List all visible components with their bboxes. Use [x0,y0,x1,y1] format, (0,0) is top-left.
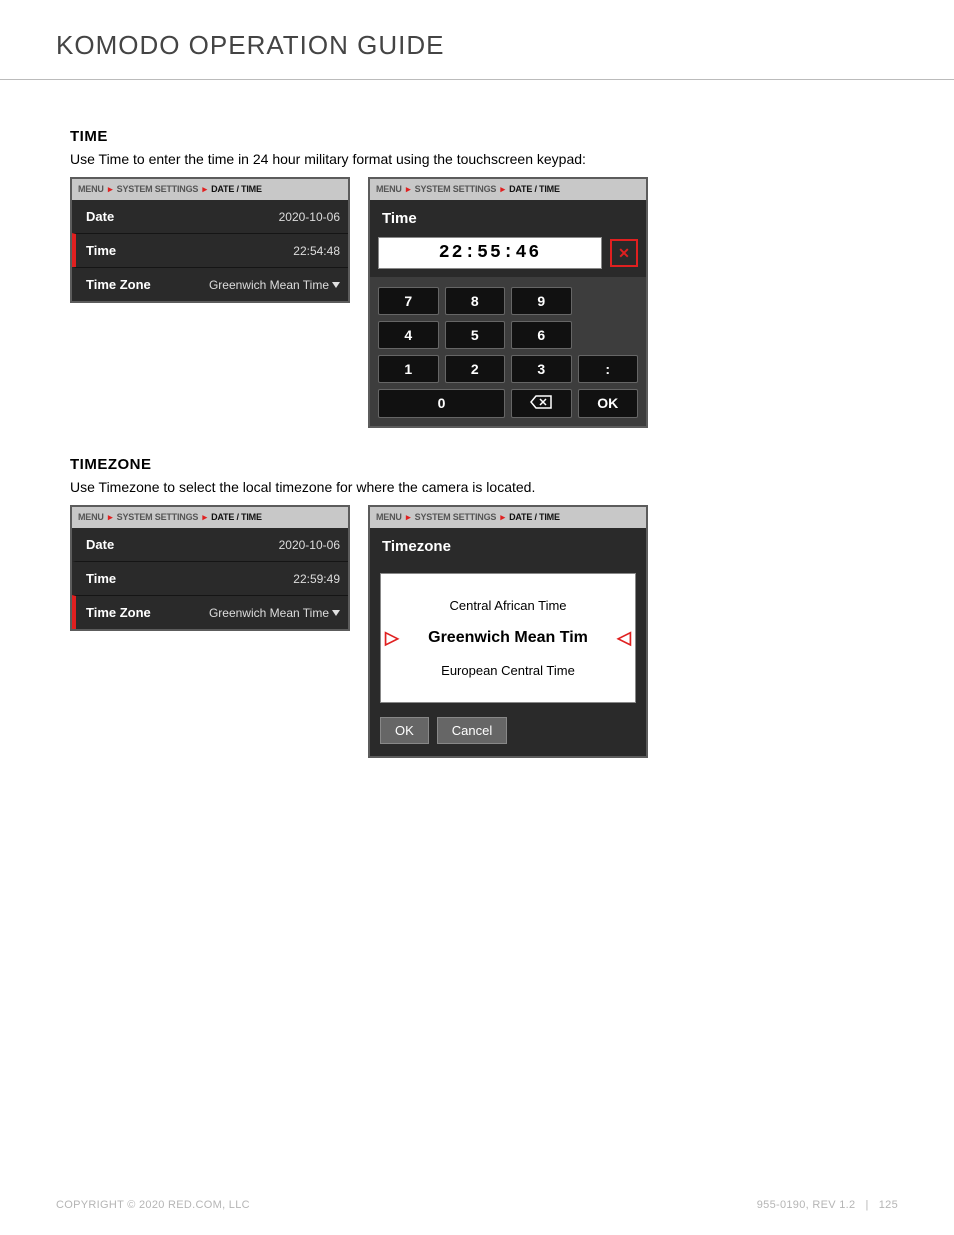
settings-row-value: 22:59:49 [293,572,340,586]
breadcrumb-seg: SYSTEM SETTINGS [415,184,497,194]
backspace-icon [530,395,552,409]
timezone-picker-panel: MENU ▸ SYSTEM SETTINGS ▸ DATE / TIME Tim… [368,505,648,758]
key-9[interactable]: 9 [511,287,572,315]
footer-docinfo: 955-0190, REV 1.2 | 125 [757,1199,898,1211]
breadcrumb-seg: MENU [376,184,402,194]
time-keypad-panel: MENU ▸ SYSTEM SETTINGS ▸ DATE / TIME Tim… [368,177,648,428]
chevron-icon: ▸ [108,512,112,522]
close-icon: ✕ [618,245,630,262]
settings-row-value: Greenwich Mean Time [209,606,340,620]
panel-title: Timezone [370,528,646,565]
settings-row-value: Greenwich Mean Time [209,278,340,292]
settings-row[interactable]: Time 22:54:48 [72,233,348,267]
chevron-icon: ▸ [406,184,410,194]
settings-row-value: 22:54:48 [293,244,340,258]
key-1[interactable]: 1 [378,355,439,383]
key-colon[interactable]: : [578,355,639,383]
settings-row[interactable]: Time Zone Greenwich Mean Time [72,595,348,629]
breadcrumb-seg: SYSTEM SETTINGS [117,184,199,194]
chevron-icon: ▸ [500,184,504,194]
settings-row-label: Time Zone [86,277,151,292]
breadcrumb-current: DATE / TIME [509,184,560,194]
time-display[interactable]: 22:55:46 [378,237,602,269]
settings-row-label: Time [86,571,116,586]
section-desc-time: Use Time to enter the time in 24 hour mi… [70,151,884,167]
settings-row-label: Date [86,209,114,224]
breadcrumb-seg: MENU [78,512,104,522]
breadcrumb: MENU ▸ SYSTEM SETTINGS ▸ DATE / TIME [370,507,646,528]
close-button[interactable]: ✕ [610,239,638,267]
ok-button[interactable]: OK [380,717,429,744]
chevron-icon: ▸ [202,512,206,522]
breadcrumb-seg: SYSTEM SETTINGS [415,512,497,522]
key-blank [578,287,639,315]
breadcrumb: MENU ▸ SYSTEM SETTINGS ▸ DATE / TIME [72,179,348,200]
breadcrumb-current: DATE / TIME [211,184,262,194]
section-desc-timezone: Use Timezone to select the local timezon… [70,479,884,495]
timezone-option-next[interactable]: European Central Time [381,655,635,686]
settings-row-label: Date [86,537,114,552]
cancel-button[interactable]: Cancel [437,717,507,744]
chevron-icon: ▸ [108,184,112,194]
arrow-right-icon: ▷ [385,628,399,649]
key-5[interactable]: 5 [445,321,506,349]
key-blank [578,321,639,349]
footer-copyright: COPYRIGHT © 2020 RED.COM, LLC [56,1199,250,1211]
chevron-down-icon [332,610,340,616]
key-backspace[interactable] [511,389,572,418]
breadcrumb-current: DATE / TIME [211,512,262,522]
timezone-listbox[interactable]: Central African Time ▷ Greenwich Mean Ti… [380,573,636,703]
settings-row-label: Time [86,243,116,258]
settings-row[interactable]: Date 2020-10-06 [72,200,348,233]
breadcrumb-seg: SYSTEM SETTINGS [117,512,199,522]
key-0[interactable]: 0 [378,389,505,418]
settings-row-value: 2020-10-06 [279,210,340,224]
keypad: 7 8 9 4 5 6 1 2 3 : 0 [370,277,646,426]
footer: COPYRIGHT © 2020 RED.COM, LLC 955-0190, … [56,1199,898,1211]
timezone-option-prev[interactable]: Central African Time [381,590,635,621]
settings-row[interactable]: Date 2020-10-06 [72,528,348,561]
chevron-down-icon [332,282,340,288]
breadcrumb-seg: MENU [78,184,104,194]
footer-sep: | [865,1199,868,1211]
section-heading-timezone: TIMEZONE [70,456,884,473]
settings-row[interactable]: Time Zone Greenwich Mean Time [72,267,348,301]
breadcrumb: MENU ▸ SYSTEM SETTINGS ▸ DATE / TIME [370,179,646,200]
settings-row[interactable]: Time 22:59:49 [72,561,348,595]
key-4[interactable]: 4 [378,321,439,349]
key-6[interactable]: 6 [511,321,572,349]
key-8[interactable]: 8 [445,287,506,315]
page-title: KOMODO OPERATION GUIDE [56,30,898,61]
breadcrumb-current: DATE / TIME [509,512,560,522]
settings-row-label: Time Zone [86,605,151,620]
breadcrumb: MENU ▸ SYSTEM SETTINGS ▸ DATE / TIME [72,507,348,528]
key-3[interactable]: 3 [511,355,572,383]
datetime-settings-panel: MENU ▸ SYSTEM SETTINGS ▸ DATE / TIME Dat… [70,505,350,631]
breadcrumb-seg: MENU [376,512,402,522]
timezone-selected-label: Greenwich Mean Tim [428,629,588,647]
footer-page: 125 [879,1199,898,1211]
chevron-icon: ▸ [202,184,206,194]
key-ok[interactable]: OK [578,389,639,418]
footer-doc: 955-0190, REV 1.2 [757,1199,856,1211]
settings-row-value: 2020-10-06 [279,538,340,552]
section-heading-time: TIME [70,128,884,145]
key-7[interactable]: 7 [378,287,439,315]
panel-title: Time [370,200,646,237]
chevron-icon: ▸ [500,512,504,522]
datetime-settings-panel: MENU ▸ SYSTEM SETTINGS ▸ DATE / TIME Dat… [70,177,350,303]
chevron-icon: ▸ [406,512,410,522]
arrow-left-icon: ◁ [617,628,631,649]
key-2[interactable]: 2 [445,355,506,383]
timezone-option-selected[interactable]: ▷ Greenwich Mean Tim ◁ [381,621,635,655]
